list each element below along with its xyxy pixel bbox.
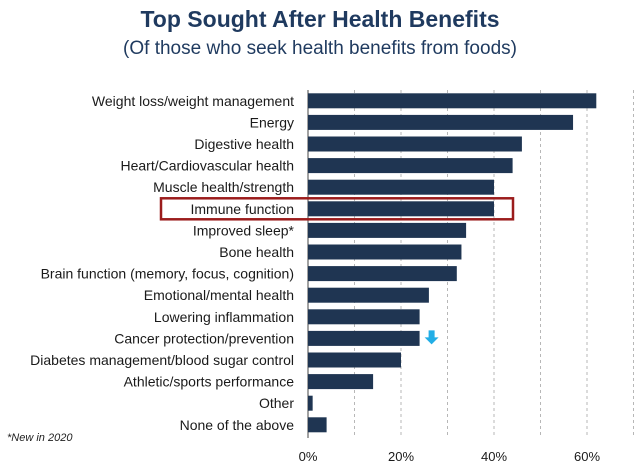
category-label: Digestive health xyxy=(194,136,294,152)
x-tick-label: 20% xyxy=(388,449,414,464)
x-tick-label: 40% xyxy=(481,449,507,464)
chart-subtitle: (Of those who seek health benefits from … xyxy=(123,38,517,59)
category-label: Brain function (memory, focus, cognition… xyxy=(41,266,294,282)
bar xyxy=(308,201,494,217)
bar xyxy=(308,417,327,433)
bar xyxy=(308,395,313,411)
bar xyxy=(308,266,457,282)
bar xyxy=(308,179,494,195)
x-tick-label: 0% xyxy=(299,449,318,464)
bar xyxy=(308,309,420,325)
category-label: Cancer protection/prevention xyxy=(114,330,294,346)
bar xyxy=(308,93,597,109)
bar xyxy=(308,330,420,346)
category-label: Weight loss/weight management xyxy=(92,93,294,109)
down-arrow-icon xyxy=(424,330,439,345)
bar xyxy=(308,222,467,238)
category-label: Heart/Cardiovascular health xyxy=(120,158,294,174)
category-label: Athletic/sports performance xyxy=(124,374,295,390)
category-label: Bone health xyxy=(219,244,294,260)
category-label: Muscle health/strength xyxy=(153,179,294,195)
bar xyxy=(308,136,522,152)
category-label: Emotional/mental health xyxy=(144,287,294,303)
bar xyxy=(308,374,374,390)
footnote: *New in 2020 xyxy=(7,432,73,444)
bar xyxy=(308,287,429,303)
category-label: Improved sleep* xyxy=(193,222,295,238)
category-label: Lowering inflammation xyxy=(154,309,294,325)
category-label: Energy xyxy=(250,114,294,130)
bar xyxy=(308,244,462,260)
category-label: Immune function xyxy=(191,201,295,217)
x-tick-label: 60% xyxy=(574,449,600,464)
category-label: Diabetes management/blood sugar control xyxy=(30,352,294,368)
chart-title: Top Sought After Health Benefits xyxy=(140,6,500,32)
category-label: Other xyxy=(259,395,294,411)
bar xyxy=(308,352,401,368)
category-label: None of the above xyxy=(180,417,295,433)
bar xyxy=(308,158,513,174)
highlight-box xyxy=(159,197,515,221)
bar xyxy=(308,114,574,130)
